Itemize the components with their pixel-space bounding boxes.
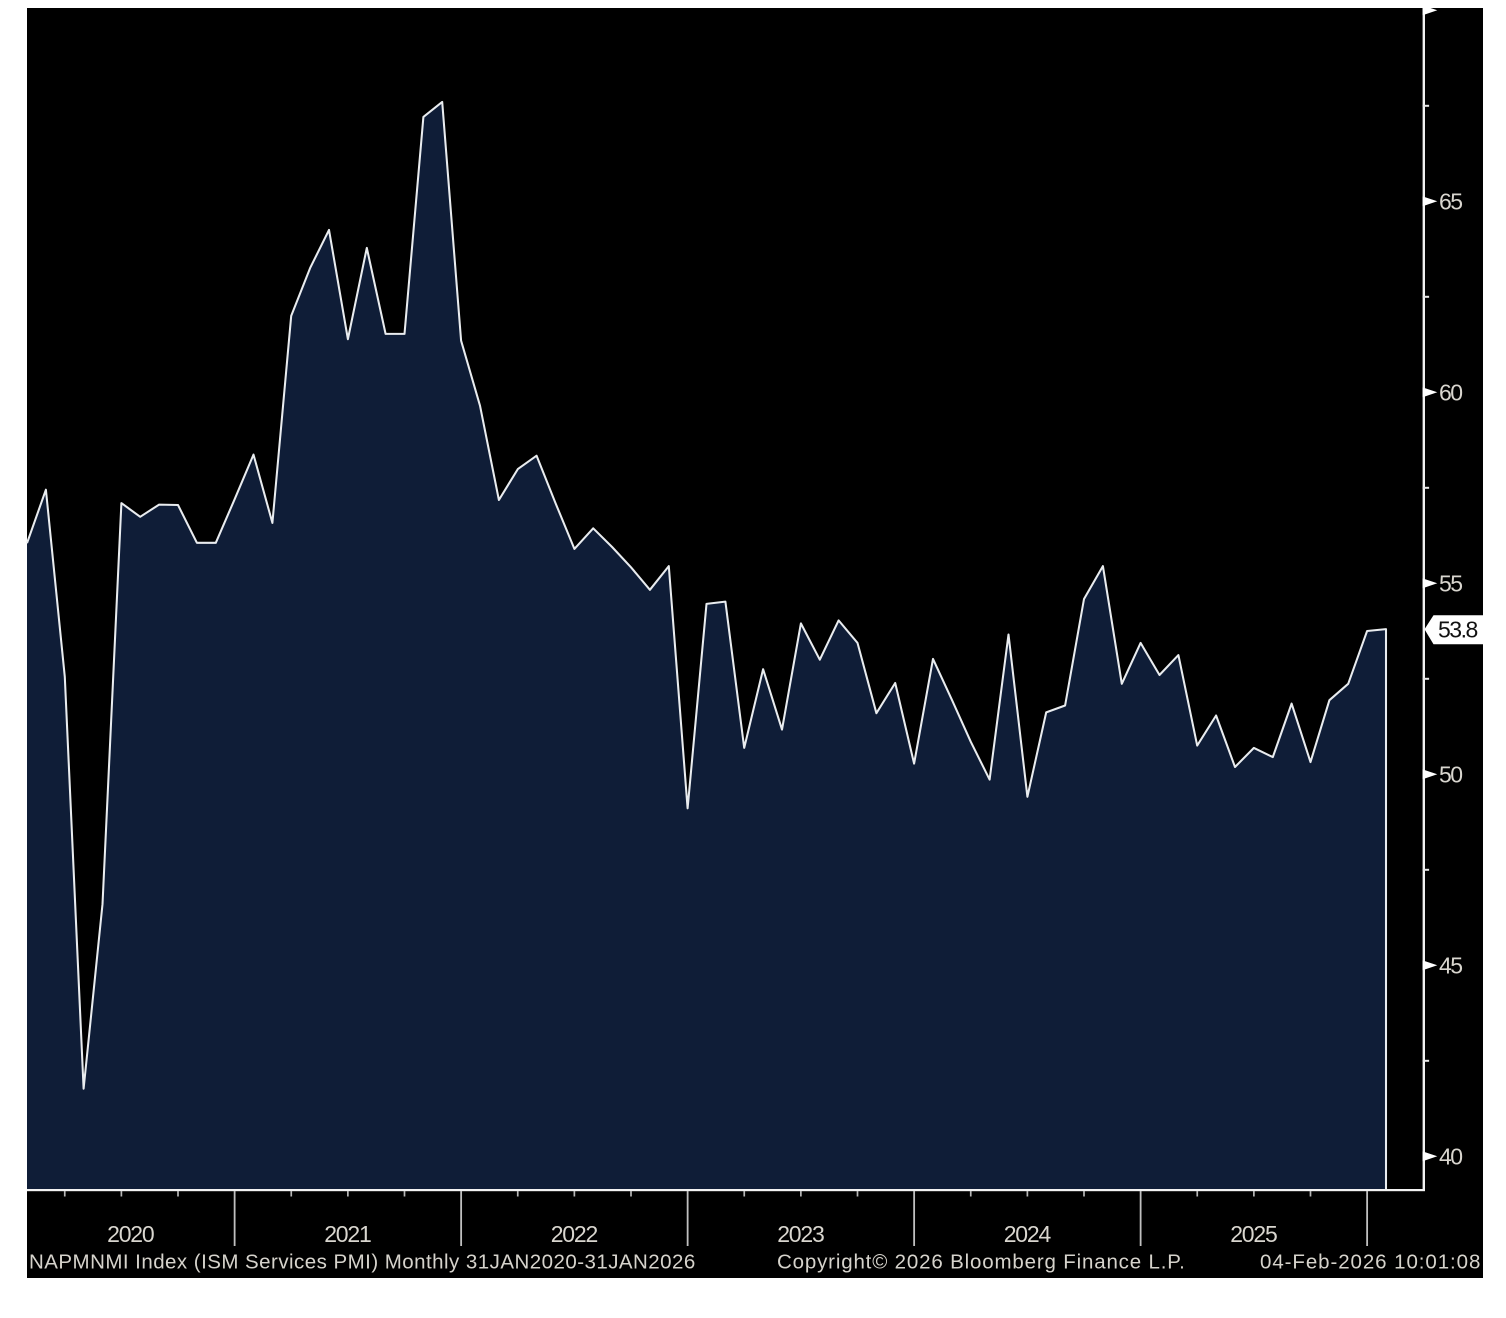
svg-text:40: 40 bbox=[1439, 1144, 1462, 1170]
svg-text:2024: 2024 bbox=[1004, 1221, 1052, 1247]
svg-text:Copyright© 2026 Bloomberg Fina: Copyright© 2026 Bloomberg Finance L.P. bbox=[777, 1251, 1186, 1274]
svg-text:55: 55 bbox=[1439, 571, 1462, 597]
svg-text:NAPMNMI Index (ISM Services PM: NAPMNMI Index (ISM Services PMI) Monthly… bbox=[29, 1251, 696, 1274]
svg-text:2025: 2025 bbox=[1230, 1221, 1277, 1247]
svg-text:2023: 2023 bbox=[777, 1221, 824, 1247]
svg-text:2020: 2020 bbox=[107, 1221, 154, 1247]
svg-text:2021: 2021 bbox=[324, 1221, 371, 1247]
svg-text:50: 50 bbox=[1439, 762, 1462, 788]
svg-text:45: 45 bbox=[1439, 953, 1462, 979]
svg-text:60: 60 bbox=[1439, 380, 1462, 406]
svg-text:04-Feb-2026 10:01:08: 04-Feb-2026 10:01:08 bbox=[1260, 1251, 1481, 1274]
svg-text:65: 65 bbox=[1439, 189, 1462, 215]
svg-text:53.8: 53.8 bbox=[1438, 617, 1477, 643]
svg-text:2022: 2022 bbox=[551, 1221, 598, 1247]
